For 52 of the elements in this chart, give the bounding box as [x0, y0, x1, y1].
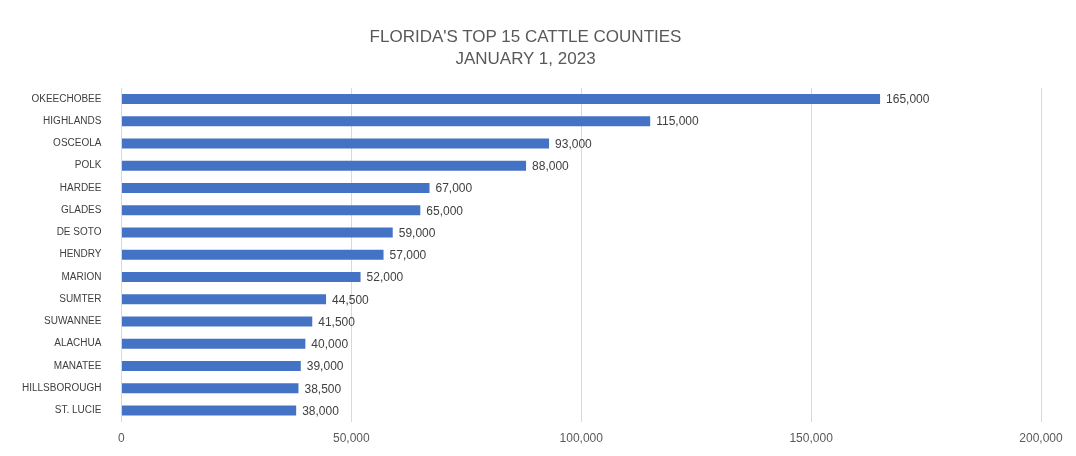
bar	[121, 271, 361, 282]
x-tick-label: 200,000	[1019, 431, 1064, 446]
bar	[121, 227, 393, 238]
y-tick-label: HILLSBOROUGH	[21, 381, 102, 393]
chart-title: FLORIDA'S TOP 15 CATTLE COUNTIES	[369, 26, 682, 46]
bar	[121, 360, 301, 371]
x-tick-label: 150,000	[789, 431, 834, 446]
data-label: 115,000	[656, 114, 700, 129]
bar	[121, 294, 327, 305]
bar	[121, 338, 306, 349]
bar	[121, 205, 421, 216]
y-tick-label: HARDEE	[59, 181, 102, 193]
bar	[121, 160, 527, 171]
data-label: 93,000	[555, 136, 593, 151]
data-label: 165,000	[886, 92, 930, 107]
data-label: 38,500	[304, 381, 342, 396]
y-tick-label: HENDRY	[59, 248, 102, 260]
y-tick-label: DE SOTO	[56, 226, 102, 238]
x-tick-label: 0	[118, 431, 126, 446]
data-label: 52,000	[366, 270, 404, 285]
bar	[121, 138, 550, 149]
data-label: 44,500	[332, 292, 370, 307]
y-tick-label: HIGHLANDS	[43, 114, 102, 126]
data-label: 39,000	[306, 359, 344, 374]
y-tick-label: GLADES	[60, 203, 102, 215]
data-label: 38,000	[302, 403, 340, 418]
bar	[121, 316, 313, 327]
bar	[121, 93, 881, 104]
chart-subtitle: JANUARY 1, 2023	[455, 49, 596, 69]
y-tick-label: OKEECHOBEE	[31, 92, 102, 104]
y-tick-label: MANATEE	[53, 359, 102, 371]
y-tick-label: OSCEOLA	[53, 137, 102, 149]
y-tick-label: SUWANNEE	[44, 315, 102, 327]
x-tick-label: 50,000	[333, 431, 371, 446]
data-label: 59,000	[398, 225, 436, 240]
data-label: 65,000	[426, 203, 464, 218]
bar	[121, 405, 297, 416]
y-tick-label: SUMTER	[59, 292, 102, 304]
data-label: 57,000	[389, 248, 427, 263]
x-tick-label: 100,000	[559, 431, 604, 446]
data-label: 67,000	[435, 181, 473, 196]
bar	[121, 383, 299, 394]
bar	[121, 249, 384, 260]
bar	[121, 182, 430, 193]
bar	[121, 116, 651, 127]
data-label: 88,000	[532, 159, 570, 173]
y-tick-label: ALACHUA	[54, 337, 102, 349]
y-tick-label: MARION	[61, 270, 102, 282]
data-label: 40,000	[311, 337, 349, 352]
y-tick-label: ST. LUCIE	[54, 404, 102, 416]
y-tick-label: POLK	[74, 159, 102, 171]
data-label: 41,500	[318, 314, 356, 329]
